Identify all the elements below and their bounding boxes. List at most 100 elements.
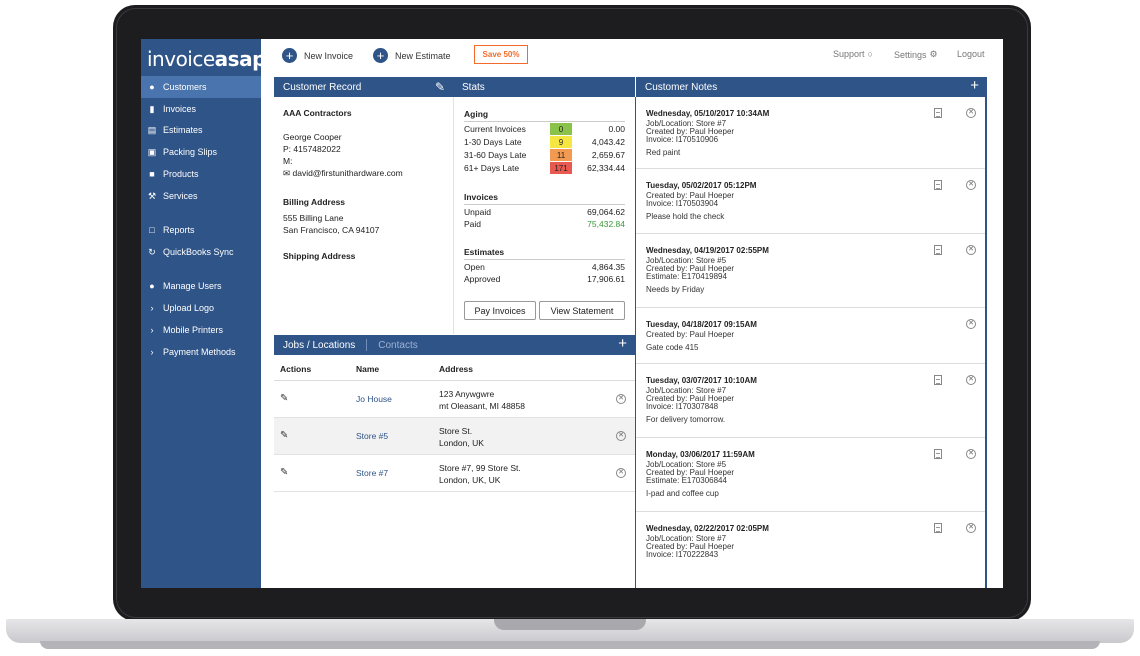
aging-count-badge[interactable]: 11 <box>550 149 572 161</box>
new-invoice-label: New Invoice <box>304 50 354 61</box>
promo-button[interactable]: Save 50% <box>474 45 528 64</box>
aging-count-badge[interactable]: 171 <box>550 162 572 174</box>
document-icon[interactable] <box>934 375 942 385</box>
document-icon[interactable] <box>934 180 942 190</box>
sidebar-item-payment-methods[interactable]: › Payment Methods <box>141 341 261 363</box>
job-address-line: Store St. <box>439 426 473 436</box>
new-invoice-button[interactable]: + New Invoice <box>282 48 353 63</box>
pencil-icon[interactable]: ✎ <box>280 393 289 404</box>
chat-bubble-icon: ○ <box>867 49 873 59</box>
column-header-address: Address <box>439 364 474 374</box>
delete-icon[interactable]: ✕ <box>966 375 976 385</box>
shipping-address-title: Shipping Address <box>283 251 356 261</box>
view-statement-button[interactable]: View Statement <box>539 301 625 320</box>
new-estimate-button[interactable]: + New Estimate <box>373 48 451 63</box>
sidebar-item-packing-slips[interactable]: ▣ Packing Slips <box>141 141 261 163</box>
tab-contacts[interactable]: Contacts <box>378 339 418 351</box>
sidebar-item-services[interactable]: ⚒ Services <box>141 185 261 207</box>
note-meta: Job/Location: Store #7 <box>646 534 727 543</box>
pay-invoices-button[interactable]: Pay Invoices <box>464 301 536 320</box>
sidebar-item-label: Manage Users <box>163 281 222 291</box>
sidebar-item-estimates[interactable]: ▤ Estimates <box>141 119 261 141</box>
job-name-link[interactable]: Jo House <box>356 394 392 404</box>
delete-icon[interactable]: ✕ <box>616 394 626 404</box>
open-label: Open <box>464 262 485 272</box>
new-estimate-label: New Estimate <box>395 50 451 61</box>
contact-email[interactable]: david@firstunithardware.com <box>292 168 403 178</box>
customer-notes-title: Customer Notes <box>645 81 718 93</box>
sidebar-item-label: Services <box>163 191 198 201</box>
tab-jobs-locations[interactable]: Jobs / Locations <box>283 339 356 351</box>
sidebar-item-label: Invoices <box>163 104 197 114</box>
delete-icon[interactable]: ✕ <box>966 245 976 255</box>
user-icon: ● <box>149 82 155 92</box>
delete-icon[interactable]: ✕ <box>966 449 976 459</box>
approved-label: Approved <box>464 274 501 284</box>
sidebar-item-products[interactable]: ■ Products <box>141 163 261 185</box>
sidebar-item-customers[interactable]: ● Customers <box>141 76 261 98</box>
aging-label: 31-60 Days Late <box>464 150 527 160</box>
note-meta: Job/Location: Store #7 <box>646 386 727 395</box>
add-note-icon[interactable]: + <box>970 77 979 94</box>
billing-address-line: San Francisco, CA 94107 <box>283 225 380 235</box>
sidebar-item-quickbooks-sync[interactable]: ↻ QuickBooks Sync <box>141 241 261 263</box>
billing-address-line: 555 Billing Lane <box>283 213 344 223</box>
sidebar-item-label: Mobile Printers <box>163 325 224 335</box>
delete-icon[interactable]: ✕ <box>966 319 976 329</box>
note-meta: Estimate: E170306844 <box>646 476 727 485</box>
contact-name: George Cooper <box>283 132 342 142</box>
job-address: Store St. London, UK <box>439 425 484 449</box>
settings-label: Settings <box>894 49 927 60</box>
pencil-icon[interactable]: ✎ <box>280 430 289 441</box>
add-job-icon[interactable]: + <box>618 335 627 352</box>
customer-record-header: Customer Record ✎ <box>274 77 453 97</box>
settings-link[interactable]: Settings ⚙ <box>894 49 938 60</box>
document-icon[interactable] <box>934 245 942 255</box>
delete-icon[interactable]: ✕ <box>616 431 626 441</box>
document-icon: ▮ <box>149 103 155 114</box>
document-icon[interactable] <box>934 449 942 459</box>
note-meta: Estimate: E170419894 <box>646 272 727 281</box>
app-logo[interactable]: invoiceasap <box>147 47 266 71</box>
job-address: 123 Anywgwre mt Oleasant, MI 48858 <box>439 388 525 412</box>
document-icon[interactable] <box>934 523 942 533</box>
open-value: 4,864.35 <box>591 262 625 272</box>
sidebar-item-upload-logo[interactable]: › Upload Logo <box>141 297 261 319</box>
note-text: Gate code 415 <box>646 343 699 352</box>
job-name-link[interactable]: Store #7 <box>356 468 389 478</box>
delete-icon[interactable]: ✕ <box>966 108 976 118</box>
pencil-icon[interactable]: ✎ <box>434 80 445 94</box>
sidebar-item-invoices[interactable]: ▮ Invoices <box>141 98 261 120</box>
document-icon[interactable] <box>934 108 942 118</box>
note-meta: Invoice: I170503904 <box>646 199 719 208</box>
aging-amount: 0.00 <box>608 124 625 134</box>
job-name-link[interactable]: Store #5 <box>356 431 389 441</box>
note-date: Wednesday, 05/10/2017 10:34AM <box>646 109 770 118</box>
job-address-line: mt Oleasant, MI 48858 <box>439 401 525 411</box>
note-item: Wednesday, 04/19/2017 02:55PM Job/Locati… <box>636 234 985 308</box>
chevron-right-icon: › <box>150 347 154 357</box>
divider <box>464 204 625 205</box>
note-meta: Invoice: I170510906 <box>646 135 719 144</box>
sidebar-item-reports[interactable]: □ Reports <box>141 219 261 241</box>
aging-count-badge[interactable]: 0 <box>550 123 572 135</box>
pencil-icon[interactable]: ✎ <box>280 467 289 478</box>
note-text: Needs by Friday <box>646 285 705 294</box>
aging-count-badge[interactable]: 9 <box>550 136 572 148</box>
support-link[interactable]: Support ○ <box>833 49 873 59</box>
note-meta: Created by: Paul Hoeper <box>646 264 735 273</box>
chevron-right-icon: › <box>150 303 154 313</box>
delete-icon[interactable]: ✕ <box>966 180 976 190</box>
note-date: Tuesday, 03/07/2017 10:10AM <box>646 376 757 385</box>
paid-label: Paid <box>464 219 482 229</box>
logout-link[interactable]: Logout <box>957 49 985 59</box>
sidebar-item-mobile-printers[interactable]: › Mobile Printers <box>141 319 261 341</box>
sidebar-item-label: Estimates <box>163 125 203 135</box>
job-address-line: London, UK <box>439 438 484 448</box>
unpaid-value: 69,064.62 <box>587 207 625 217</box>
customer-notes-header: Customer Notes + <box>636 77 987 97</box>
add-user-icon: ● <box>149 281 155 291</box>
sidebar-item-manage-users[interactable]: ● Manage Users <box>141 275 261 297</box>
delete-icon[interactable]: ✕ <box>616 468 626 478</box>
delete-icon[interactable]: ✕ <box>966 523 976 533</box>
